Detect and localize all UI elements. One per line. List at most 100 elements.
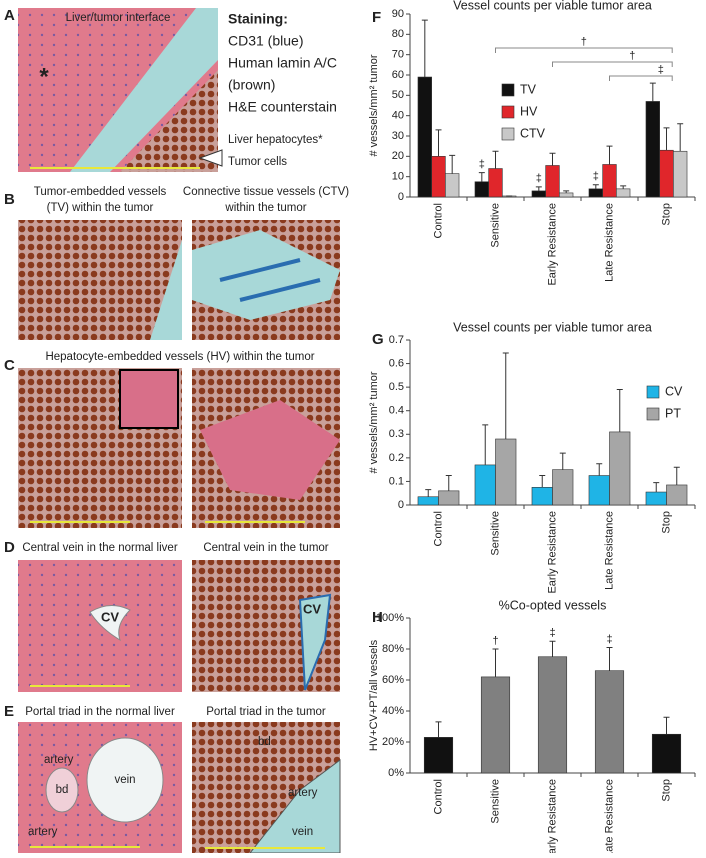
y-tick-label: 0 <box>398 499 404 511</box>
error-bar <box>663 127 670 151</box>
legend-text: H&E counterstain <box>228 99 337 115</box>
x-tick-label: Stop <box>660 511 672 534</box>
bar <box>673 150 688 198</box>
annotation: † <box>492 635 498 647</box>
bar <box>602 164 617 198</box>
y-tick-label: 80 <box>392 28 404 40</box>
bracket-label: † <box>629 50 635 62</box>
bar <box>495 438 517 506</box>
tissue <box>192 230 340 320</box>
panel-b: B Tumor-embedded vessels (TV) within the… <box>4 186 349 340</box>
duct <box>45 767 79 813</box>
error-bar <box>620 185 627 189</box>
x-tick-label: Early Resistance <box>546 511 558 594</box>
image-title: Central vein in the tumor <box>203 542 328 554</box>
vein <box>298 593 332 691</box>
panel-letter: H <box>372 609 383 626</box>
bar <box>537 656 568 774</box>
label: bd <box>56 784 69 796</box>
error-bar <box>445 475 452 491</box>
error-bar <box>559 452 566 470</box>
legend-label: CV <box>665 384 683 398</box>
error-bar <box>425 489 432 497</box>
error-bar <box>502 352 509 439</box>
panel-letter: B <box>4 191 15 208</box>
chart-title: Vessel counts per viable tumor area <box>453 320 652 334</box>
error-bar <box>539 475 546 488</box>
error-bar <box>592 184 599 189</box>
y-tick-label: 20% <box>382 736 404 748</box>
bar <box>545 165 560 198</box>
image-title: Central vein in the normal liver <box>22 542 177 554</box>
error-bar <box>435 129 442 157</box>
y-tick-label: 40% <box>382 705 404 717</box>
error-bar <box>563 190 570 193</box>
error-bar <box>449 154 456 174</box>
panel-a: A Liver/tumor interface * Staining: CD31… <box>4 7 337 172</box>
y-tick-label: 0.3 <box>389 428 404 440</box>
y-tick-label: 0.1 <box>389 475 404 487</box>
annotation: ‡ <box>606 633 612 645</box>
y-tick-label: 0.6 <box>389 357 404 369</box>
x-tick-label: Sensitive <box>489 203 501 248</box>
y-tick-label: 60% <box>382 674 404 686</box>
y-tick-label: 20 <box>392 150 404 162</box>
panel-letter: E <box>4 703 14 720</box>
label: artery <box>288 787 318 799</box>
y-tick-label: 0% <box>388 767 404 779</box>
error-bar <box>492 648 499 677</box>
tissue <box>200 400 340 500</box>
bar <box>594 670 625 774</box>
image-title: Liver/tumor interface <box>66 12 171 24</box>
y-tick-label: 0.2 <box>389 452 404 464</box>
label: Tumor cells <box>228 156 287 168</box>
legend-label: CTV <box>520 126 546 140</box>
error-bar <box>535 186 542 191</box>
image-title: Portal triad in the tumor <box>206 706 326 718</box>
panel-letter: A <box>4 7 15 24</box>
error-bar <box>616 389 623 432</box>
x-tick-label: Late Resistance <box>603 779 615 853</box>
image-title: (TV) within the tumor <box>47 202 154 214</box>
bar <box>531 487 553 506</box>
label: vein <box>292 826 313 838</box>
legend-label: HV <box>520 104 538 118</box>
bar <box>588 475 610 506</box>
y-tick-label: 0.4 <box>389 405 404 417</box>
y-axis-label: # vessels/mm² tumor <box>368 371 380 473</box>
y-tick-label: 0 <box>398 191 404 203</box>
bar <box>645 491 667 506</box>
bar <box>417 76 432 198</box>
image-title: Hepatocyte-embedded vessels (HV) within … <box>45 351 314 363</box>
x-tick-label: Late Resistance <box>603 203 615 282</box>
y-axis-label: # vessels/mm² tumor <box>368 54 380 156</box>
bracket <box>609 75 673 81</box>
label: Liver hepatocytes* <box>228 134 323 146</box>
legend-swatch <box>501 83 515 97</box>
tissue <box>70 8 218 172</box>
legend-text: Human lamin A/C <box>228 55 337 71</box>
legend-text: CD31 (blue) <box>228 33 303 49</box>
y-tick-label: 100% <box>376 612 404 624</box>
legend-swatch <box>646 385 660 399</box>
bar <box>666 484 688 506</box>
y-axis-label: HV+CV+PT/all vessels <box>368 639 380 751</box>
vessel <box>219 258 321 302</box>
bar <box>552 469 574 506</box>
annotation: ‡ <box>593 171 599 183</box>
error-bar <box>478 172 485 182</box>
bar <box>438 490 460 506</box>
panel-letter: F <box>372 9 381 26</box>
y-tick-label: 60 <box>392 69 404 81</box>
x-tick-label: Stop <box>660 203 672 226</box>
histology-image <box>18 560 182 692</box>
x-tick-label: Sensitive <box>489 779 501 824</box>
y-tick-label: 40 <box>392 110 404 122</box>
y-tick-label: 10 <box>392 171 404 183</box>
legend-swatch <box>501 105 515 119</box>
panel-letter: D <box>4 539 15 556</box>
image-title: Portal triad in the normal liver <box>25 706 175 718</box>
error-bar <box>549 640 556 657</box>
vein <box>86 737 164 823</box>
bar <box>651 733 682 774</box>
